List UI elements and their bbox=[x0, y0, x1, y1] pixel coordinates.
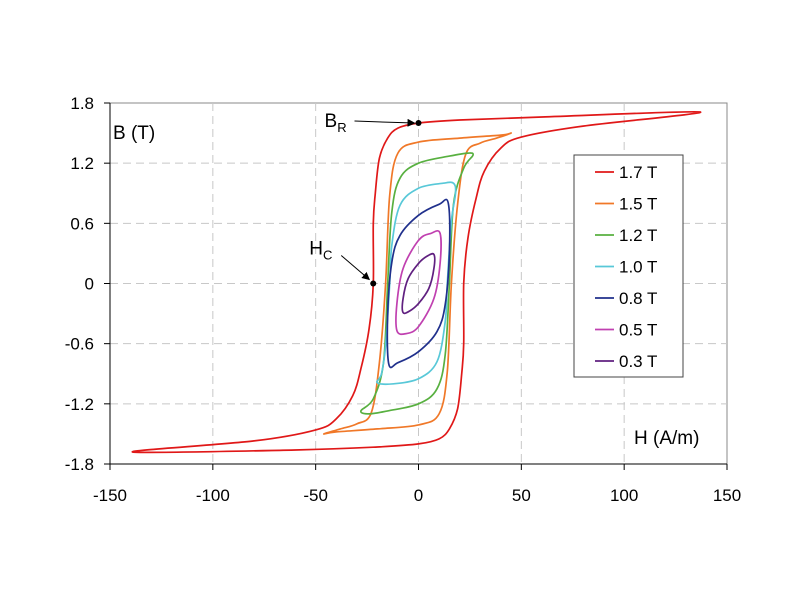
legend-label: 1.7 T bbox=[619, 163, 657, 182]
y-tick-label: -1.2 bbox=[65, 395, 94, 414]
legend-label: 1.2 T bbox=[619, 226, 657, 245]
br-arrow bbox=[354, 118, 416, 127]
hc-point bbox=[370, 280, 377, 287]
legend-label: 0.8 T bbox=[619, 289, 657, 308]
loop-05T bbox=[395, 229, 442, 336]
x-tick-label: -150 bbox=[93, 486, 127, 505]
legend-box bbox=[573, 154, 684, 378]
x-tick-label: -100 bbox=[196, 486, 230, 505]
tick-labels: -150 -100 -50 0 50 100 150 1.8 1.2 0.6 0 -0.6 -1.2 -1… bbox=[65, 94, 741, 505]
loop-15T bbox=[323, 132, 512, 435]
y-tick-label: 0.6 bbox=[70, 214, 94, 233]
y-tick-label: -1.8 bbox=[65, 455, 94, 474]
y-tick-label: -0.6 bbox=[65, 335, 94, 354]
hc-label: HC bbox=[309, 239, 332, 263]
loop-17T bbox=[131, 110, 702, 454]
br-label: BR bbox=[325, 111, 347, 135]
x-axis-label: H (A/m) bbox=[634, 428, 699, 449]
hc-arrow bbox=[340, 255, 371, 281]
axes bbox=[104, 102, 728, 470]
y-tick-label: 0 bbox=[85, 275, 94, 294]
loop-12T bbox=[360, 152, 474, 415]
loop-08T bbox=[386, 198, 451, 369]
legend-label: 0.5 T bbox=[619, 321, 657, 340]
legend: 1.7 T 1.5 T 1.2 T 1.0 T 0.8 T 0.5 T 0.3 T bbox=[573, 154, 684, 378]
loop-03T bbox=[401, 252, 436, 315]
x-tick-label: 150 bbox=[713, 486, 741, 505]
x-tick-label: -50 bbox=[303, 486, 328, 505]
br-subscript: R bbox=[337, 120, 346, 135]
hysteresis-loops bbox=[131, 110, 702, 454]
hc-subscript: C bbox=[323, 248, 332, 263]
y-axis-label: B (T) bbox=[113, 123, 155, 144]
y-tick-label: 1.8 bbox=[70, 94, 94, 113]
legend-label: 1.0 T bbox=[619, 258, 657, 277]
x-tick-label: 50 bbox=[512, 486, 531, 505]
x-tick-label: 100 bbox=[610, 486, 638, 505]
br-point bbox=[415, 120, 422, 127]
y-tick-label: 1.2 bbox=[70, 154, 94, 173]
legend-label: 1.5 T bbox=[619, 195, 657, 214]
x-tick-label: 0 bbox=[414, 486, 423, 505]
legend-label: 0.3 T bbox=[619, 352, 657, 371]
